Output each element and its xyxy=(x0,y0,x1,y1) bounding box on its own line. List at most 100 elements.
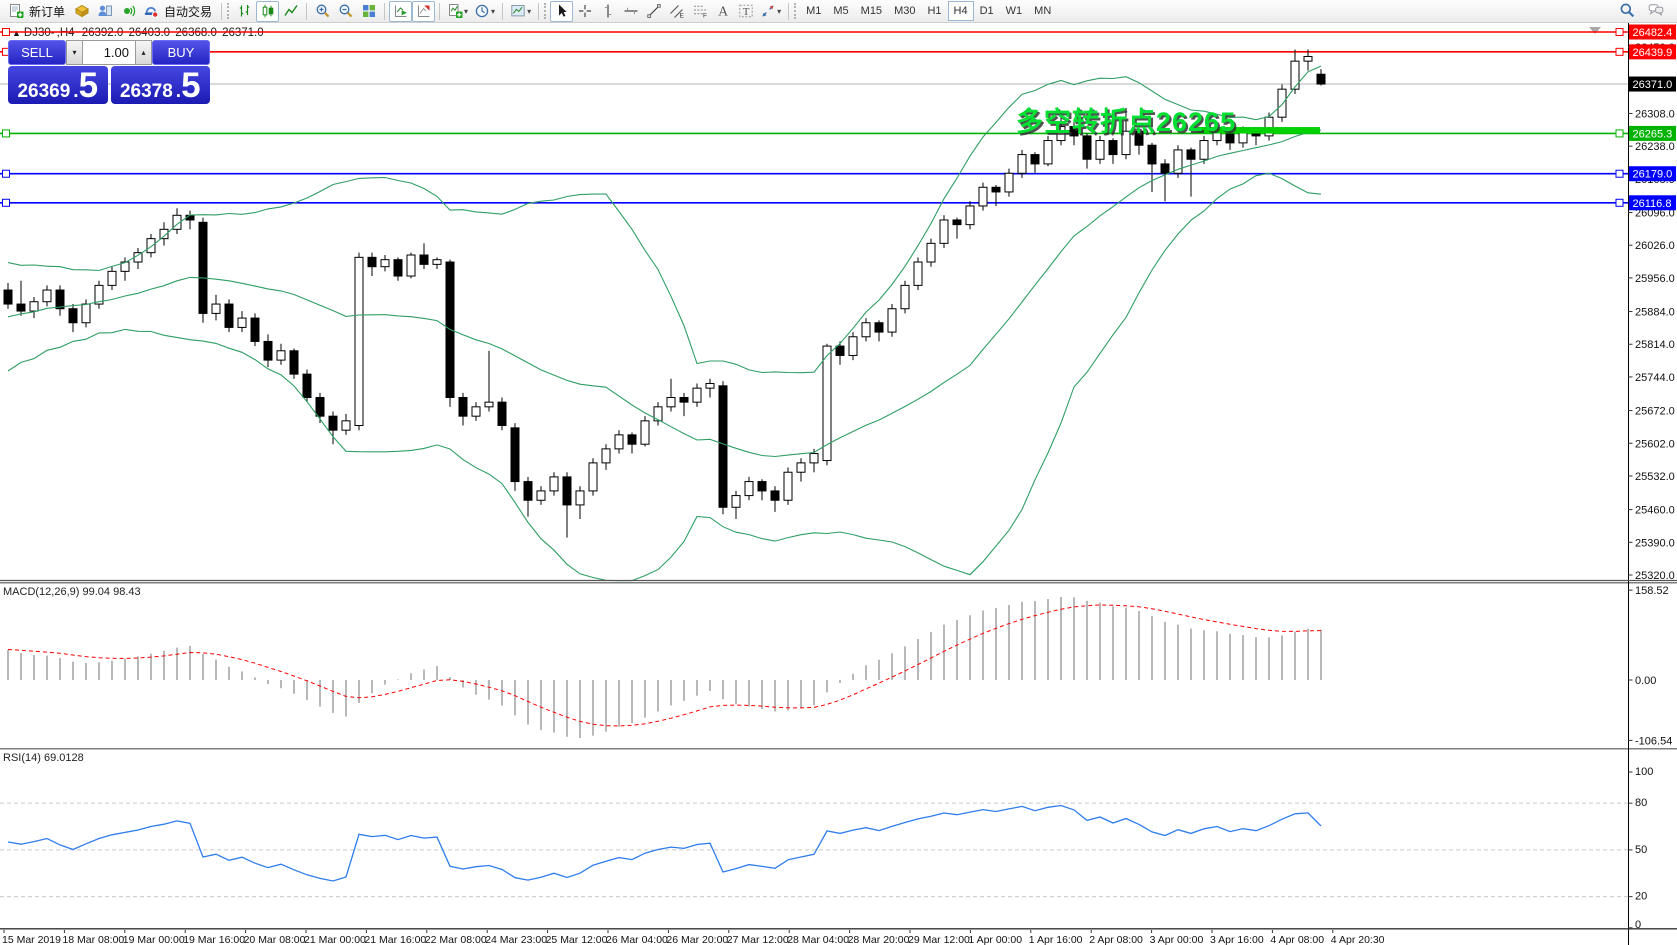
zoom-in-button[interactable] xyxy=(311,1,334,22)
macd-subwindow[interactable]: 158.52 0.00 -106.54 xyxy=(0,582,1677,748)
hline-price-label[interactable]: 26265.3 xyxy=(1629,125,1676,141)
buy-price[interactable]: 26378. 5 xyxy=(110,66,210,104)
toolbar-separator xyxy=(221,2,223,20)
svg-text:26 Mar 20:00: 26 Mar 20:00 xyxy=(666,934,728,945)
chart-title: ▲ DJ30- ,H4 26392.0 26403.0 26368.0 26371.… xyxy=(12,27,266,39)
text-button[interactable]: A xyxy=(711,1,734,22)
line-handle xyxy=(1615,129,1624,138)
svg-text:26308.0: 26308.0 xyxy=(1635,108,1675,120)
svg-text:28 Mar 20:00: 28 Mar 20:00 xyxy=(848,934,910,945)
rsi-line xyxy=(7,804,1322,882)
svg-text:4 Apr 20:30: 4 Apr 20:30 xyxy=(1331,934,1385,945)
timeframe-H1[interactable]: H1 xyxy=(921,1,947,21)
vertical-line-button[interactable] xyxy=(596,1,619,22)
svg-text:25 Mar 12:00: 25 Mar 12:00 xyxy=(546,934,608,945)
arrows-button[interactable]: ▾ xyxy=(757,1,784,22)
dropdown-caret-icon: ▾ xyxy=(777,6,782,16)
svg-text:25532.0: 25532.0 xyxy=(1635,471,1675,483)
volume-input[interactable] xyxy=(83,40,135,65)
svg-text:26096.0: 26096.0 xyxy=(1635,208,1675,220)
zoom-out-icon xyxy=(338,3,354,19)
timeframe-H4[interactable]: H4 xyxy=(947,1,974,21)
svg-text:27 Mar 12:00: 27 Mar 12:00 xyxy=(727,934,789,945)
svg-text:25460.0: 25460.0 xyxy=(1635,505,1675,517)
templates-button[interactable]: ▾ xyxy=(507,1,534,22)
hline-price-label[interactable]: 26116.8 xyxy=(1629,195,1676,211)
linechart-icon xyxy=(283,3,299,19)
crosshair-button[interactable] xyxy=(573,1,596,22)
trend-segment[interactable] xyxy=(1197,127,1320,134)
hline-price-label[interactable]: 26439.9 xyxy=(1629,44,1676,60)
sell-button[interactable]: SELL xyxy=(8,40,66,65)
chat-icon xyxy=(1648,2,1664,21)
hline-price-label[interactable]: 26482.4 xyxy=(1629,24,1676,40)
profiles-button[interactable] xyxy=(93,1,116,22)
sell-price[interactable]: 26369. 5 xyxy=(8,66,108,104)
search-icon xyxy=(1619,2,1635,21)
line-handle xyxy=(2,129,10,138)
volume-decrease-button[interactable]: ▾ xyxy=(66,40,83,65)
timeframe-M5[interactable]: M5 xyxy=(827,1,854,21)
tile-windows-button[interactable] xyxy=(357,1,380,22)
volume-increase-button[interactable]: ▴ xyxy=(135,40,152,65)
macd-axis-labels[interactable]: 158.52 0.00 -106.54 xyxy=(1628,585,1672,747)
trendline-button[interactable] xyxy=(642,1,665,22)
market-watch-button[interactable] xyxy=(70,1,93,22)
auto-trading-button[interactable] xyxy=(139,1,162,22)
candlestick-chart-button[interactable] xyxy=(256,0,280,22)
horizontal-line-objects[interactable] xyxy=(0,31,1628,204)
hline-price-label[interactable]: 26179.0 xyxy=(1629,166,1676,182)
cursor-button[interactable] xyxy=(550,0,574,22)
bar-chart-button[interactable] xyxy=(233,1,256,22)
timeframe-W1[interactable]: W1 xyxy=(1000,1,1029,21)
toolbar-grip[interactable] xyxy=(794,3,797,19)
periods-button[interactable]: ▾ xyxy=(471,1,498,22)
svg-text:80: 80 xyxy=(1635,797,1647,809)
svg-text:26026.0: 26026.0 xyxy=(1635,240,1675,252)
indicators-button[interactable]: ▾ xyxy=(444,1,471,22)
rsi-subwindow[interactable]: 100 80 50 20 0 xyxy=(0,748,1677,930)
rsi-axis-labels[interactable]: 100 80 50 20 0 xyxy=(1628,766,1653,930)
trendline-icon xyxy=(646,3,662,19)
tile-icon xyxy=(361,3,377,19)
timeframe-D1[interactable]: D1 xyxy=(974,1,1000,21)
text-label-button[interactable]: T xyxy=(734,1,757,22)
svg-text:18 Mar 08:00: 18 Mar 08:00 xyxy=(62,934,124,945)
timeframe-M1[interactable]: M1 xyxy=(800,1,827,21)
horizontal-line-button[interactable] xyxy=(619,1,642,22)
chart-shift-button[interactable] xyxy=(412,0,436,22)
chart-shift-marker xyxy=(1589,27,1601,34)
symbol-period-label: DJ30- ,H4 xyxy=(23,27,75,39)
timeframe-MN[interactable]: MN xyxy=(1028,1,1057,21)
buy-button[interactable]: BUY xyxy=(152,40,210,65)
zoom-out-button[interactable] xyxy=(334,1,357,22)
svg-text:19 Mar 16:00: 19 Mar 16:00 xyxy=(183,934,245,945)
main-chart[interactable]: 26450.026380.026308.026238.026168.026096… xyxy=(0,23,1677,582)
timeframe-M15[interactable]: M15 xyxy=(855,1,888,21)
svg-text:3 Apr 16:00: 3 Apr 16:00 xyxy=(1210,934,1264,945)
auto-scroll-button[interactable] xyxy=(389,0,413,22)
timeframe-M30[interactable]: M30 xyxy=(888,1,921,21)
search-button[interactable] xyxy=(1615,1,1638,22)
line-handle xyxy=(1615,169,1624,178)
collapse-arrow-icon[interactable]: ▲ xyxy=(12,28,21,38)
chat-button[interactable] xyxy=(1644,1,1667,22)
toolbar-grip[interactable] xyxy=(227,3,230,19)
fibonacci-retracement-button[interactable]: F xyxy=(688,1,711,22)
toolbar-separator xyxy=(384,2,386,20)
price-axis-ticks[interactable]: 26450.026380.026308.026238.026168.026096… xyxy=(1628,42,1675,582)
equidistant-channel-button[interactable]: E xyxy=(665,1,688,22)
alerts-button[interactable] xyxy=(116,1,139,22)
svg-text:26 Mar 04:00: 26 Mar 04:00 xyxy=(606,934,668,945)
svg-text:A: A xyxy=(718,4,728,19)
toolbar-grip[interactable] xyxy=(544,3,547,19)
svg-text:26238.0: 26238.0 xyxy=(1635,141,1675,153)
line-chart-button[interactable] xyxy=(279,1,302,22)
svg-text:24 Mar 23:00: 24 Mar 23:00 xyxy=(485,934,547,945)
svg-text:4 Apr 08:00: 4 Apr 08:00 xyxy=(1270,934,1324,945)
new-order-button[interactable] xyxy=(4,1,27,22)
chart-annotation-text[interactable]: 多空转折点26265 xyxy=(1016,107,1237,137)
macd-histogram xyxy=(7,597,1322,738)
